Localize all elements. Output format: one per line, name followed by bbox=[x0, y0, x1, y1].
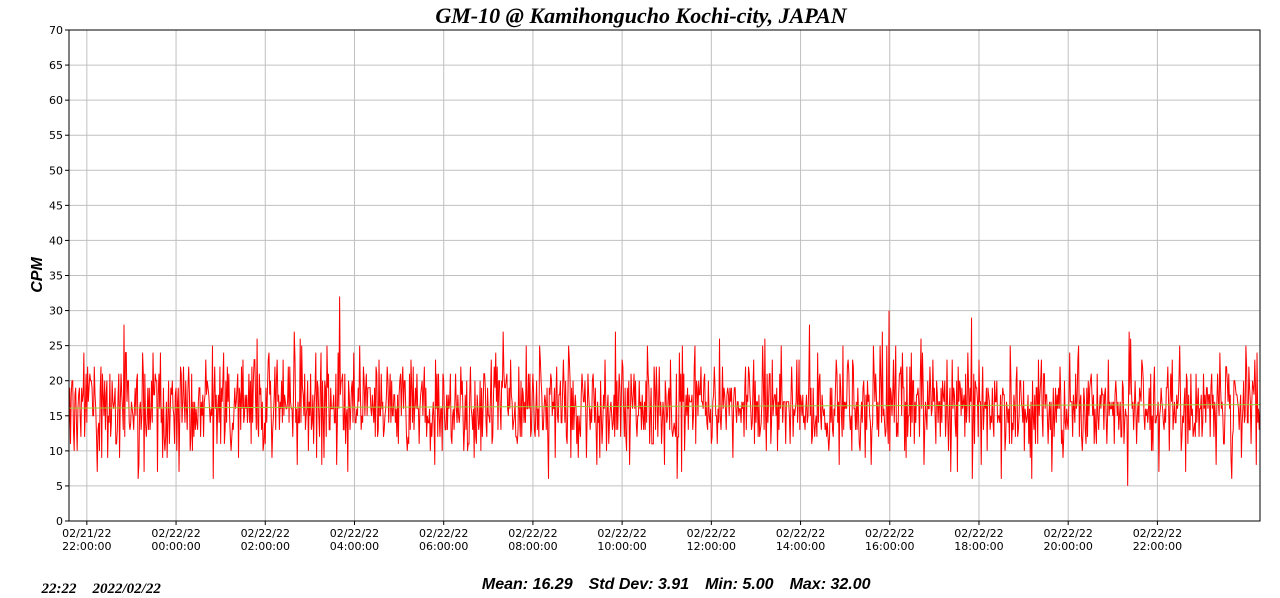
x-tick-time: 12:00:00 bbox=[687, 540, 736, 553]
y-tick-label: 35 bbox=[49, 270, 63, 283]
x-tick-time: 06:00:00 bbox=[419, 540, 468, 553]
y-tick-label: 10 bbox=[49, 445, 63, 458]
x-tick-time: 14:00:00 bbox=[776, 540, 825, 553]
x-tick-date: 02/22/22 bbox=[776, 527, 825, 540]
statistics-summary: Mean: 16.29 Std Dev: 3.91 Min: 5.00 Max: 32… bbox=[473, 558, 887, 594]
cpm-series-line bbox=[68, 296, 1261, 486]
y-axis-ticks: 0 5 10 15 20 25 30 35 40 45 50 55 60 65 70 bbox=[49, 24, 69, 528]
x-tick-time: 08:00:00 bbox=[508, 540, 557, 553]
x-tick-date: 02/22/22 bbox=[241, 527, 290, 540]
stat-std-dev: Std Dev: 3.91 bbox=[588, 576, 690, 593]
y-tick-label: 25 bbox=[49, 340, 63, 353]
timestamp: 22:22 2022/02/22 bbox=[34, 564, 177, 598]
y-tick-label: 20 bbox=[49, 375, 63, 388]
x-tick-date: 02/22/22 bbox=[597, 527, 646, 540]
y-tick-label: 60 bbox=[49, 94, 63, 107]
y-tick-label: 55 bbox=[49, 129, 63, 142]
x-tick-time: 04:00:00 bbox=[330, 540, 379, 553]
x-tick-date: 02/22/22 bbox=[330, 527, 379, 540]
timestamp-time: 22:22 bbox=[41, 581, 77, 597]
x-tick-time: 02:00:00 bbox=[241, 540, 290, 553]
chart-title: GM-10 @ Kamihongucho Kochi-city, JAPAN bbox=[435, 3, 847, 28]
stat-mean: Mean: 16.29 bbox=[481, 576, 573, 593]
y-tick-label: 45 bbox=[49, 199, 63, 212]
y-tick-label: 5 bbox=[56, 480, 63, 493]
stat-max: Max: 32.00 bbox=[789, 576, 871, 593]
x-tick-time: 16:00:00 bbox=[865, 540, 914, 553]
y-tick-label: 65 bbox=[49, 59, 63, 72]
y-tick-label: 30 bbox=[49, 305, 63, 318]
y-tick-label: 15 bbox=[49, 410, 63, 423]
y-tick-label: 70 bbox=[49, 24, 63, 37]
x-tick-date: 02/21/22 bbox=[62, 527, 111, 540]
x-axis-ticks: 02/21/2222:00:0002/22/2200:00:0002/22/22… bbox=[62, 521, 1182, 553]
x-tick-date: 02/22/22 bbox=[865, 527, 914, 540]
x-tick-date: 02/22/22 bbox=[419, 527, 468, 540]
x-tick-date: 02/22/22 bbox=[1043, 527, 1092, 540]
y-tick-label: 0 bbox=[56, 515, 63, 528]
y-axis-label: CPM bbox=[29, 257, 46, 293]
y-tick-label: 40 bbox=[49, 234, 63, 247]
y-tick-label: 50 bbox=[49, 164, 63, 177]
plot-frame bbox=[68, 29, 1261, 522]
x-tick-date: 02/22/22 bbox=[151, 527, 200, 540]
x-tick-time: 18:00:00 bbox=[954, 540, 1003, 553]
x-tick-time: 22:00:00 bbox=[1133, 540, 1182, 553]
trend-line bbox=[68, 404, 1261, 409]
x-tick-time: 22:00:00 bbox=[62, 540, 111, 553]
x-tick-date: 02/22/22 bbox=[1133, 527, 1182, 540]
x-tick-time: 10:00:00 bbox=[597, 540, 646, 553]
x-tick-date: 02/22/22 bbox=[508, 527, 557, 540]
x-tick-date: 02/22/22 bbox=[687, 527, 736, 540]
timestamp-date: 2022/02/22 bbox=[92, 581, 161, 597]
x-tick-date: 02/22/22 bbox=[954, 527, 1003, 540]
plot-area bbox=[68, 296, 1261, 486]
x-tick-time: 00:00:00 bbox=[151, 540, 200, 553]
x-tick-time: 20:00:00 bbox=[1043, 540, 1092, 553]
stat-min: Min: 5.00 bbox=[705, 576, 774, 593]
